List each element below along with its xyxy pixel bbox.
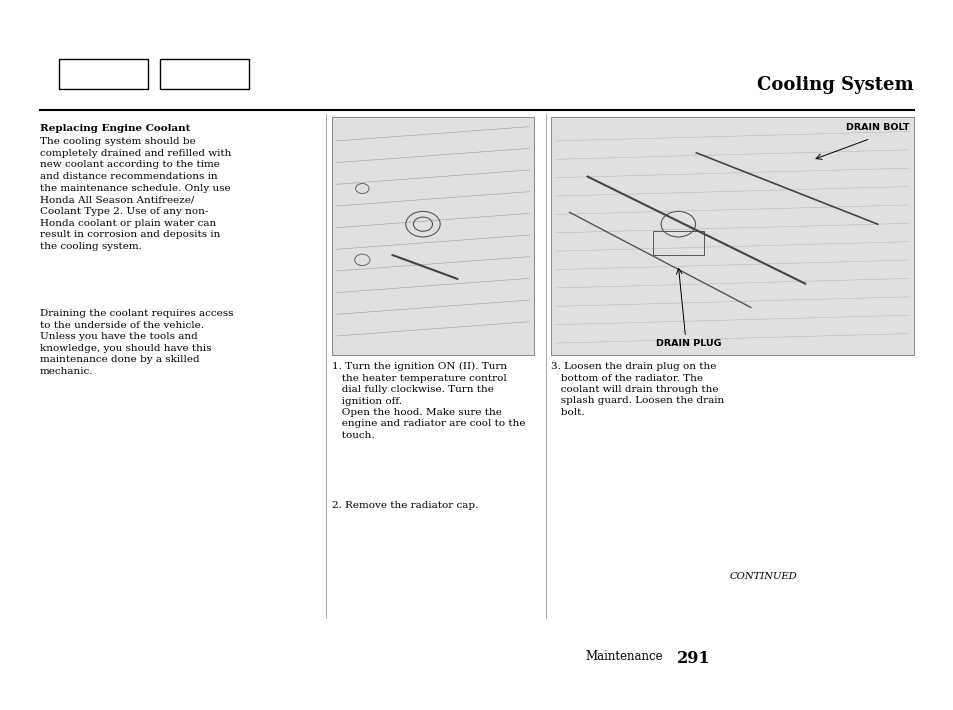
Bar bbox=[332, 117, 534, 355]
Text: Replacing Engine Coolant: Replacing Engine Coolant bbox=[40, 124, 191, 133]
Text: 291: 291 bbox=[677, 650, 710, 667]
Bar bbox=[652, 231, 703, 255]
Text: CONTINUED: CONTINUED bbox=[729, 572, 796, 581]
Bar bbox=[551, 117, 913, 355]
Text: DRAIN BOLT: DRAIN BOLT bbox=[844, 123, 908, 132]
Text: 2. Remove the radiator cap.: 2. Remove the radiator cap. bbox=[332, 501, 477, 510]
Text: 1. Turn the ignition ON (II). Turn
   the heater temperature control
   dial ful: 1. Turn the ignition ON (II). Turn the h… bbox=[332, 362, 525, 440]
Text: The cooling system should be
completely drained and refilled with
new coolant ac: The cooling system should be completely … bbox=[40, 137, 232, 251]
Text: 3. Loosen the drain plug on the
   bottom of the radiator. The
   coolant will d: 3. Loosen the drain plug on the bottom o… bbox=[551, 362, 724, 417]
Text: Cooling System: Cooling System bbox=[757, 76, 913, 94]
Text: Draining the coolant requires access
to the underside of the vehicle.
Unless you: Draining the coolant requires access to … bbox=[40, 309, 233, 376]
Text: DRAIN PLUG: DRAIN PLUG bbox=[656, 339, 721, 348]
Text: Maintenance: Maintenance bbox=[585, 650, 662, 662]
Bar bbox=[160, 59, 249, 89]
Bar bbox=[59, 59, 148, 89]
